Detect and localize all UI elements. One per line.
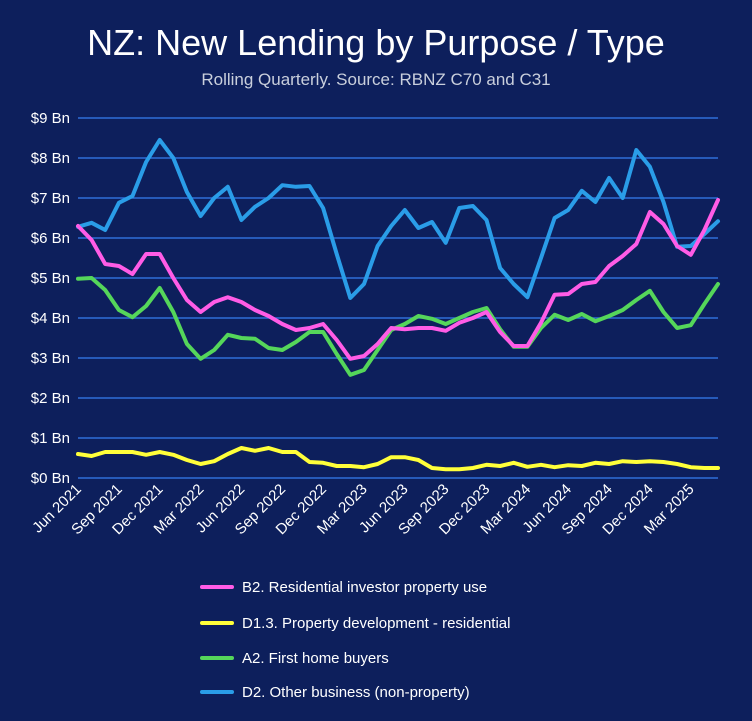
legend-label: B2. Residential investor property use [242,579,487,596]
y-tick-label: $9 Bn [31,110,70,127]
series-line-1 [76,198,720,361]
chart-title: NZ: New Lending by Purpose / Type [87,22,665,63]
gridlines [78,117,718,479]
y-tick-label: $8 Bn [31,150,70,167]
series-line-2 [76,446,720,472]
y-tick-label: $5 Bn [31,270,70,287]
y-tick-label: $1 Bn [31,430,70,447]
legend: B2. Residential investor property use D1.… [200,579,510,701]
legend-label: A2. First home buyers [242,650,389,667]
series-lines [76,138,720,472]
legend-label: D1.3. Property development - residential [242,615,510,632]
series-line-4 [76,138,720,300]
legend-label: D2. Other business (non-property) [242,684,470,701]
y-tick-label: $3 Bn [31,350,70,367]
y-tick-label: $6 Bn [31,230,70,247]
series-line-3 [76,276,720,377]
y-tick-label: $2 Bn [31,390,70,407]
y-tick-label: $4 Bn [31,310,70,327]
y-tick-label: $0 Bn [31,470,70,487]
chart-subtitle: Rolling Quarterly. Source: RBNZ C70 and … [201,70,551,89]
y-axis-ticks: $0 Bn $1 Bn $2 Bn $3 Bn $4 Bn $5 Bn $6 Bn $7 Bn… [31,110,70,487]
y-tick-label: $7 Bn [31,190,70,207]
